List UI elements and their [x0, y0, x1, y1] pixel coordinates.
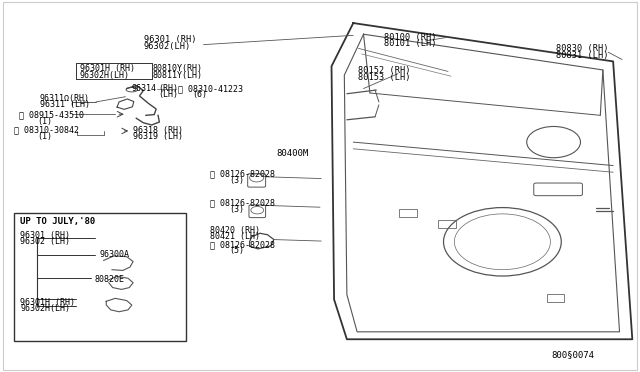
Text: 96301 (RH): 96301 (RH) [20, 231, 70, 240]
Text: (6): (6) [192, 90, 207, 99]
Text: 96318 (RH): 96318 (RH) [133, 126, 183, 135]
Text: 80101 (LH): 80101 (LH) [384, 39, 436, 48]
Text: 96301 (RH): 96301 (RH) [144, 35, 196, 44]
Text: 96300A: 96300A [99, 250, 129, 259]
Text: 96314: 96314 [131, 84, 156, 93]
Text: 80831 (LH): 80831 (LH) [556, 51, 608, 60]
Text: 80811Y(LH): 80811Y(LH) [152, 71, 202, 80]
Text: 80400M: 80400M [276, 149, 308, 158]
Text: 80421 (LH): 80421 (LH) [210, 232, 260, 241]
Text: 96319 (LH): 96319 (LH) [133, 132, 183, 141]
Bar [547, 294, 564, 302]
Text: (3): (3) [229, 205, 244, 214]
Text: (LH): (LH) [159, 90, 179, 99]
Text: (1): (1) [37, 117, 52, 126]
Text: 96302(LH): 96302(LH) [144, 42, 191, 51]
Text: Ⓑ 08126-82028: Ⓑ 08126-82028 [210, 198, 275, 207]
Text: 96301H (RH): 96301H (RH) [80, 64, 135, 73]
Text: 80810Y(RH): 80810Y(RH) [152, 64, 202, 73]
Bar [399, 209, 417, 217]
Text: Ⓑ 08126-82028: Ⓑ 08126-82028 [210, 170, 275, 179]
Text: 96301H (RH): 96301H (RH) [20, 298, 76, 307]
Text: (RH): (RH) [159, 84, 179, 93]
Text: (3): (3) [229, 176, 244, 185]
Text: 800§0074: 800§0074 [552, 350, 595, 359]
Text: 96311Ω(RH): 96311Ω(RH) [40, 94, 90, 103]
Text: 80820E: 80820E [95, 275, 125, 283]
Bar [438, 220, 456, 228]
Text: (1): (1) [37, 132, 52, 141]
Text: 80100 (RH): 80100 (RH) [384, 33, 436, 42]
Text: 96311 (LH): 96311 (LH) [40, 100, 90, 109]
Text: 80830 (RH): 80830 (RH) [556, 44, 608, 53]
Text: 80153 (LH): 80153 (LH) [358, 73, 411, 81]
Text: Ⓢ 08310-41223: Ⓢ 08310-41223 [178, 84, 243, 93]
Text: 80152 (RH): 80152 (RH) [358, 66, 411, 75]
Text: 96302H(LH): 96302H(LH) [20, 304, 70, 313]
Text: Ⓥ 08915-43510: Ⓥ 08915-43510 [19, 111, 84, 120]
Text: UP TO JULY,'80: UP TO JULY,'80 [20, 217, 96, 226]
Text: 96302 (LH): 96302 (LH) [20, 237, 70, 246]
Text: 96302H(LH): 96302H(LH) [80, 71, 130, 80]
Text: Ⓑ 08126-82028: Ⓑ 08126-82028 [210, 240, 275, 249]
Text: Ⓢ 08310-30842: Ⓢ 08310-30842 [14, 126, 79, 135]
Text: 80420 (RH): 80420 (RH) [210, 226, 260, 235]
Text: (5): (5) [229, 246, 244, 255]
